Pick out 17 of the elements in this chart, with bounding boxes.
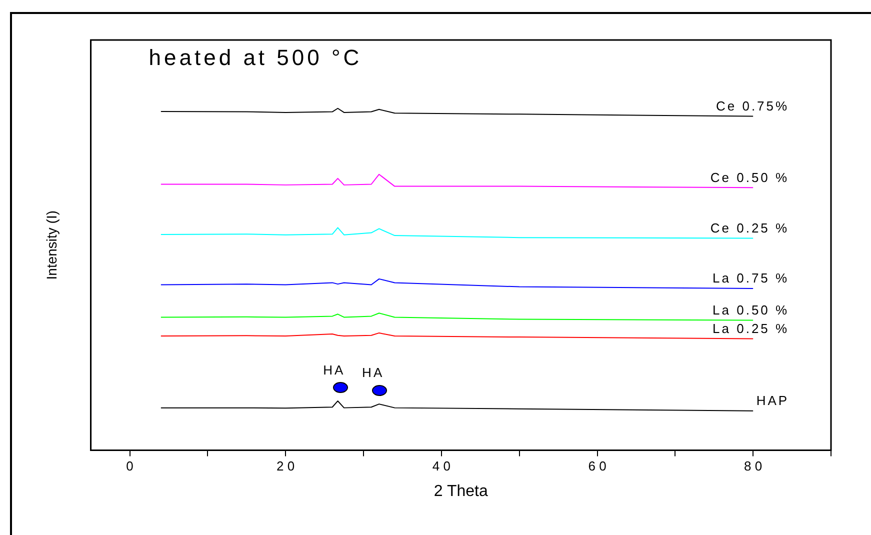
x-tick-label: 8 0 <box>744 458 762 474</box>
chart-title: heated at 500 °C <box>148 45 362 70</box>
series-label: La 0.50 % <box>712 302 790 318</box>
series-label: La 0.25 % <box>712 320 790 336</box>
x-tick-label: 2 0 <box>276 458 295 474</box>
x-tick-label: 6 0 <box>588 458 606 474</box>
x-tick-label: 4 0 <box>432 458 450 474</box>
x-axis-title: 2 Theta <box>434 482 488 500</box>
annotation: HA <box>323 362 346 378</box>
series-label: Ce 0.75% <box>716 98 790 114</box>
series-label: Ce 0.50 % <box>710 170 790 185</box>
y-axis-title: Intensity (I) <box>43 210 60 280</box>
series-label: Ce 0.25 % <box>710 220 790 236</box>
x-tick-label: 0 <box>126 458 134 474</box>
series-label: La 0.75 % <box>712 270 790 286</box>
series-label: HAP <box>756 392 790 408</box>
annotation: HA <box>362 365 384 380</box>
